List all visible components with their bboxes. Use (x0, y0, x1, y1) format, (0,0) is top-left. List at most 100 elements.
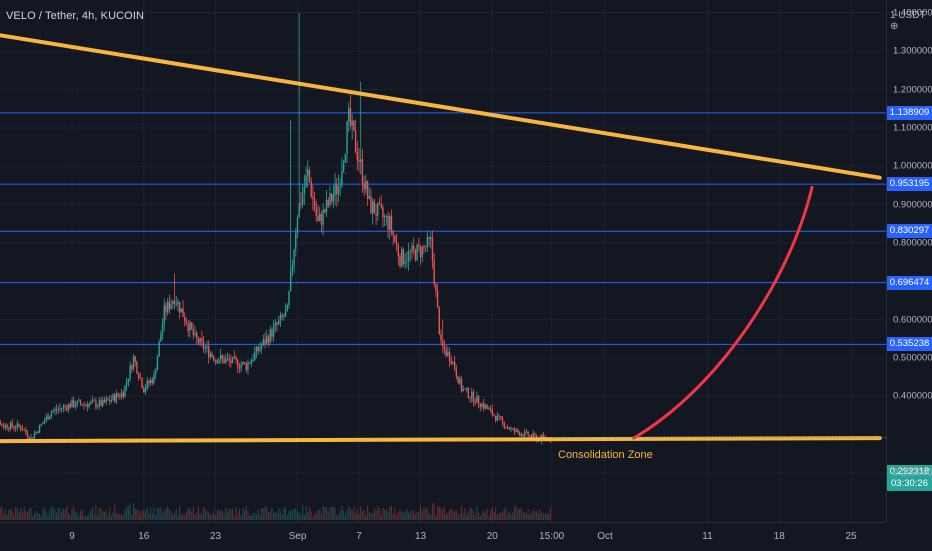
volume-bar (450, 508, 452, 520)
candle-body (64, 405, 66, 407)
volume-bar (390, 505, 393, 520)
candle-body (13, 426, 15, 429)
candle-body (136, 361, 138, 374)
candle-body (28, 437, 30, 440)
current-price-badge: 0.292318 03:30:26 (887, 465, 932, 491)
volume-bar (546, 512, 548, 520)
candle-body (534, 433, 536, 436)
candle-body (501, 418, 504, 422)
volume-bar (445, 513, 447, 520)
candle-body (447, 351, 449, 356)
volume-bar (435, 515, 437, 520)
volume-bar (213, 510, 215, 520)
candle-body (322, 209, 324, 225)
y-tick-label: 1.200000 (893, 84, 932, 95)
volume-bar (95, 504, 97, 520)
volume-bar (375, 511, 377, 520)
candle-body (399, 256, 401, 267)
candle-body (474, 401, 476, 403)
volume-bar (214, 515, 217, 520)
volume-bar (507, 514, 509, 520)
candle-body (9, 422, 12, 430)
volume-bar (172, 513, 174, 520)
volume-bar (360, 506, 362, 520)
volume-bar (20, 508, 22, 520)
candle-body (108, 400, 111, 402)
volume-bar (293, 508, 295, 520)
volume-bar (185, 511, 188, 520)
volume-bar (365, 514, 367, 520)
candle-body (74, 405, 77, 407)
candle-body (78, 400, 80, 402)
symbol-title[interactable]: VELO / Tether, 4h, KUCOIN (6, 10, 145, 22)
volume-bar (493, 512, 495, 520)
volume-bar (81, 509, 83, 520)
candle-body (71, 399, 73, 408)
volume-bar (1, 506, 3, 520)
currency-unit-label[interactable]: 1 USDT ⊕ (890, 10, 926, 32)
y-tick-label: 1.000000 (893, 160, 932, 172)
volume-bar (158, 507, 160, 520)
volume-bar (324, 507, 326, 520)
candle-body (62, 405, 65, 409)
candle-body (230, 360, 232, 363)
volume-bar (168, 509, 170, 520)
volume-bar (266, 507, 268, 520)
volume-bar (15, 507, 17, 520)
volume-bar (129, 503, 131, 520)
volume-bar (230, 509, 232, 520)
volume-bar (548, 513, 550, 520)
candle-body (248, 362, 251, 364)
volume-bar (513, 505, 516, 520)
volume-bar (149, 507, 152, 520)
candle-body (313, 198, 316, 209)
volume-bar (279, 511, 282, 520)
time-axis[interactable] (0, 522, 886, 551)
volume-bar (50, 506, 53, 520)
volume-bar (430, 514, 432, 520)
candle-body (378, 203, 381, 205)
volume-bar (76, 510, 78, 520)
candle-body (141, 378, 143, 388)
volume-bar (98, 507, 100, 520)
candle-body (207, 345, 210, 357)
candle-body (464, 388, 466, 390)
volume-bar (100, 507, 102, 520)
candle-body (252, 359, 254, 361)
candle-body (344, 153, 347, 163)
candle-body (102, 399, 104, 406)
candle-body (146, 380, 148, 389)
x-tick-label: 23 (209, 531, 222, 542)
candle-body (66, 406, 68, 410)
candle-body (366, 180, 369, 199)
candle-body (194, 332, 196, 336)
candle-body (14, 428, 17, 429)
candle-body (269, 329, 271, 343)
volume-bar (134, 508, 136, 520)
volume-bar (431, 502, 434, 520)
candle-body (515, 429, 517, 432)
volume-bar (144, 510, 147, 520)
volume-bar (170, 511, 172, 520)
price-axis[interactable] (886, 0, 932, 522)
volume-bar (235, 506, 237, 520)
volume-bar (419, 505, 422, 520)
candle-body (295, 233, 297, 250)
volume-bar (153, 506, 155, 520)
candle-body (469, 397, 471, 399)
volume-bar (477, 512, 480, 520)
volume-bar (524, 512, 526, 520)
x-tick-label: Oct (597, 531, 613, 542)
candle-body (132, 356, 135, 370)
volume-bar (351, 510, 353, 520)
volume-bar (278, 508, 280, 520)
candle-body (424, 246, 427, 248)
candle-body (445, 349, 447, 356)
volume-bar (56, 512, 58, 520)
candle-body (69, 403, 71, 408)
volume-bar (319, 509, 321, 520)
volume-bar (539, 509, 541, 520)
y-tick-label: 1.400000 (893, 7, 932, 19)
candle-body (433, 260, 435, 285)
